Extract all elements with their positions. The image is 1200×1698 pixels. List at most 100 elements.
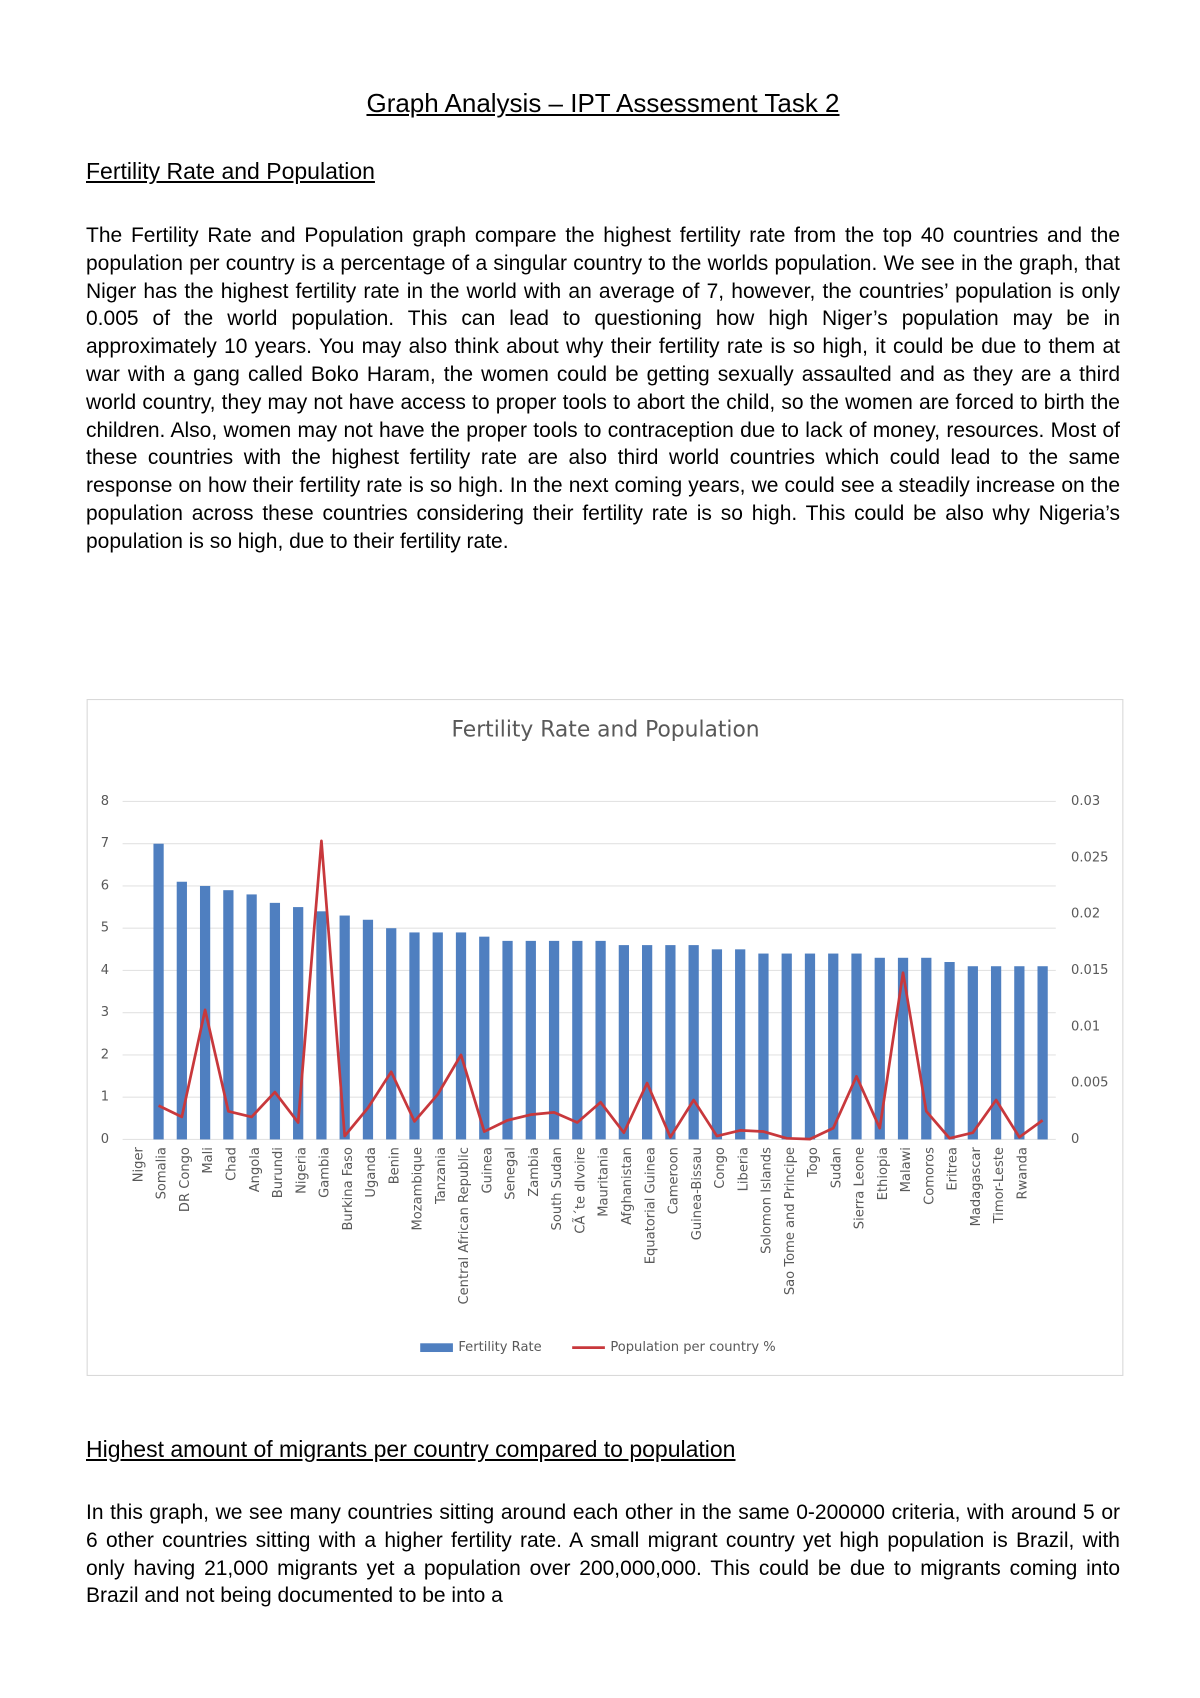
x-tick-label: Congo bbox=[713, 1147, 728, 1189]
x-tick-label: Madagascar bbox=[969, 1146, 984, 1226]
chart-title: Fertility Rate and Population bbox=[451, 718, 759, 743]
y-tick-label: 7 bbox=[101, 836, 109, 851]
x-tick-label: Uganda bbox=[364, 1147, 379, 1198]
x-tick-label: Liberia bbox=[736, 1147, 751, 1191]
x-tick-label: South Sudan bbox=[550, 1147, 565, 1230]
bar bbox=[711, 949, 723, 1140]
bar bbox=[804, 953, 816, 1140]
x-tick-label: Timor-Leste bbox=[992, 1147, 1007, 1224]
bar bbox=[386, 928, 397, 1140]
bar bbox=[293, 907, 304, 1140]
y-tick-label: 5 bbox=[101, 921, 109, 936]
x-tick-label: Burkina Faso bbox=[341, 1147, 356, 1230]
x-tick-label: Solomon Islands bbox=[760, 1147, 775, 1254]
legend-label: Fertility Rate bbox=[458, 1340, 541, 1355]
x-tick-label: Equatorial Guinea bbox=[643, 1147, 658, 1264]
x-tick-label: Malawi bbox=[899, 1147, 914, 1192]
x-tick-label: Angola bbox=[248, 1147, 263, 1192]
x-tick-label: Cameroon bbox=[667, 1147, 682, 1214]
x-tick-label: Senegal bbox=[504, 1147, 519, 1200]
paragraph: In this graph, we see many countries sit… bbox=[86, 1501, 1120, 1608]
x-tick-label: Sao Tome and Principe bbox=[783, 1147, 798, 1295]
bar bbox=[432, 932, 443, 1140]
x-tick-label: Mali bbox=[201, 1147, 216, 1174]
bar bbox=[781, 953, 792, 1140]
x-tick-label: Tanzania bbox=[434, 1147, 449, 1205]
legend-label: Population per country % bbox=[610, 1340, 775, 1355]
bar bbox=[967, 966, 978, 1140]
x-tick-label: Zambia bbox=[527, 1147, 542, 1197]
bar bbox=[525, 940, 536, 1140]
legend-swatch bbox=[420, 1343, 453, 1353]
bar bbox=[479, 936, 490, 1140]
x-tick-label: Guinea-Bissau bbox=[690, 1147, 705, 1240]
bar bbox=[572, 940, 583, 1140]
x-tick-label: Guinea bbox=[480, 1147, 495, 1193]
x-tick-label: Comoros bbox=[922, 1147, 937, 1205]
x-tick-label: Burundi bbox=[271, 1147, 286, 1198]
bar bbox=[223, 890, 234, 1140]
y-tick-label: 6 bbox=[101, 878, 109, 893]
y-tick-label: 8 bbox=[101, 794, 109, 809]
bar bbox=[548, 940, 560, 1140]
bar bbox=[153, 843, 164, 1140]
bar bbox=[269, 902, 281, 1140]
bar bbox=[642, 945, 653, 1140]
y2-tick-label: 0 bbox=[1071, 1132, 1079, 1147]
x-tick-label: Gambia bbox=[318, 1147, 333, 1198]
x-tick-label: Rwanda bbox=[1015, 1147, 1030, 1199]
x-tick-label: Mauritania bbox=[597, 1147, 612, 1217]
bar bbox=[455, 932, 467, 1140]
x-tick-label: Ethiopia bbox=[876, 1147, 891, 1200]
x-tick-label: DR Congo bbox=[178, 1147, 193, 1212]
x-tick-label: Eritrea bbox=[946, 1147, 961, 1191]
bar bbox=[409, 932, 420, 1140]
bar bbox=[665, 945, 676, 1140]
y-tick-label: 2 bbox=[101, 1047, 109, 1062]
y-tick-label: 0 bbox=[101, 1132, 109, 1147]
bar bbox=[1037, 966, 1048, 1140]
x-tick-label: Chad bbox=[225, 1147, 240, 1181]
y2-tick-label: 0.02 bbox=[1071, 907, 1100, 922]
bar bbox=[502, 940, 513, 1140]
x-tick-label: Sudan bbox=[829, 1147, 844, 1188]
bar bbox=[362, 919, 374, 1140]
bar bbox=[316, 911, 327, 1140]
x-tick-label: Niger bbox=[131, 1146, 146, 1182]
bar bbox=[828, 953, 839, 1140]
chart: Fertility Rate and Population 0 1 2 3 4 5 6 7 8 0… bbox=[86, 699, 1124, 1376]
y2-tick-label: 0.025 bbox=[1071, 850, 1108, 865]
x-tick-label: Nigeria bbox=[294, 1147, 309, 1194]
x-tick-label: CÃ´te dIvoire bbox=[572, 1147, 588, 1234]
y-tick-label: 3 bbox=[101, 1005, 109, 1020]
paragraph: The Fertility Rate and Population graph … bbox=[86, 224, 1120, 553]
bar bbox=[874, 957, 885, 1140]
bar bbox=[688, 945, 699, 1140]
x-tick-label: Sierra Leone bbox=[853, 1147, 868, 1229]
bar bbox=[990, 966, 1002, 1140]
bar bbox=[944, 962, 955, 1140]
bar bbox=[851, 953, 862, 1140]
y2-tick-label: 0.03 bbox=[1071, 794, 1100, 809]
bar bbox=[735, 949, 746, 1140]
x-tick-label: Togo bbox=[806, 1147, 821, 1178]
bar bbox=[897, 957, 909, 1140]
x-tick-label: Somalia bbox=[155, 1147, 170, 1199]
bar bbox=[758, 953, 769, 1140]
doc-title: Graph Analysis – IPT Assessment Task 2 bbox=[366, 88, 840, 118]
x-tick-label: Afghanistan bbox=[620, 1147, 635, 1225]
x-tick-label: Central African Republic bbox=[457, 1147, 472, 1304]
bar bbox=[246, 894, 257, 1140]
heading: Highest amount of migrants per country c… bbox=[86, 1436, 736, 1462]
x-tick-label: Mozambique bbox=[411, 1147, 426, 1230]
bar bbox=[176, 881, 187, 1140]
y2-tick-label: 0.005 bbox=[1071, 1076, 1108, 1091]
heading: Fertility Rate and Population bbox=[86, 158, 375, 184]
y2-tick-label: 0.015 bbox=[1071, 963, 1108, 978]
y2-tick-label: 0.01 bbox=[1071, 1019, 1100, 1034]
bar bbox=[1014, 966, 1025, 1140]
y-tick-label: 4 bbox=[101, 963, 109, 978]
bar bbox=[618, 945, 629, 1140]
y-tick-label: 1 bbox=[101, 1090, 109, 1105]
bar bbox=[921, 957, 932, 1140]
